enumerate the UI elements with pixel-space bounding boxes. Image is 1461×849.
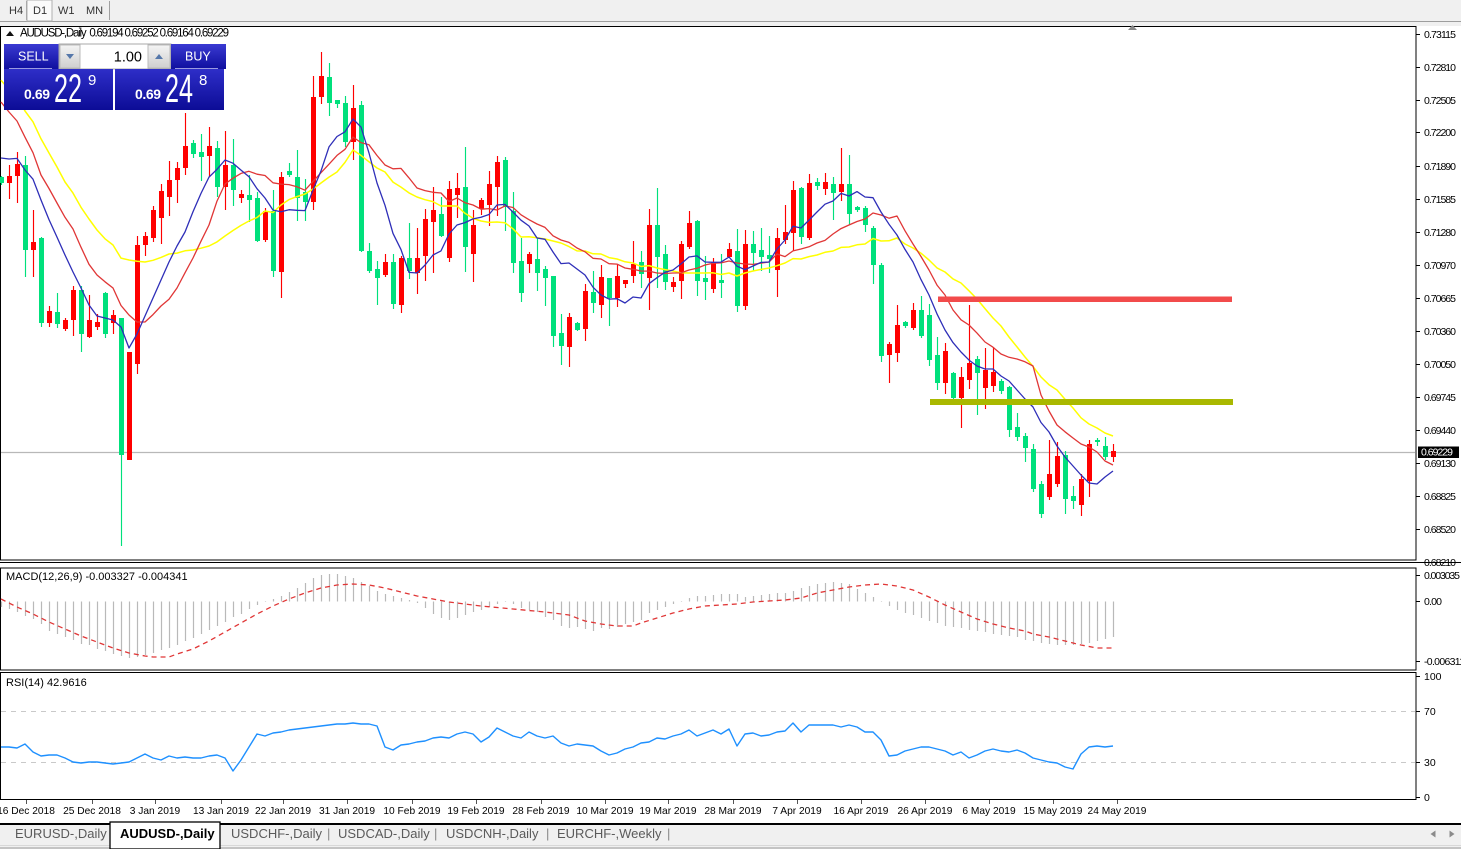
svg-text:26 Apr 2019: 26 Apr 2019 — [898, 806, 953, 817]
svg-text:SELL: SELL — [18, 50, 49, 64]
svg-text:H4: H4 — [9, 5, 23, 17]
svg-text:AUDUSD-,Daily: AUDUSD-,Daily — [120, 826, 215, 841]
svg-text:0.00: 0.00 — [1424, 596, 1442, 608]
svg-text:100: 100 — [1424, 671, 1442, 683]
svg-text:16 Apr 2019: 16 Apr 2019 — [834, 806, 889, 817]
svg-text:BUY: BUY — [185, 50, 211, 64]
svg-text:0.70360: 0.70360 — [1424, 326, 1456, 338]
svg-text:15 May 2019: 15 May 2019 — [1024, 806, 1083, 817]
svg-text:D1: D1 — [33, 5, 47, 17]
svg-text:0.70970: 0.70970 — [1424, 260, 1456, 272]
svg-text:22 Jan 2019: 22 Jan 2019 — [255, 806, 311, 817]
svg-text:24: 24 — [165, 67, 193, 111]
svg-text:22: 22 — [54, 67, 82, 111]
svg-text:0.68520: 0.68520 — [1424, 524, 1456, 536]
svg-text:70: 70 — [1424, 706, 1436, 718]
svg-text:3 Jan 2019: 3 Jan 2019 — [130, 806, 181, 817]
svg-text:0.69745: 0.69745 — [1424, 392, 1456, 404]
svg-text:USDCHF-,Daily: USDCHF-,Daily — [231, 826, 323, 841]
svg-text:-0.006311: -0.006311 — [1424, 656, 1461, 668]
svg-text:8: 8 — [199, 72, 207, 89]
svg-text:0.003035: 0.003035 — [1424, 570, 1460, 582]
svg-text:USDCAD-,Daily: USDCAD-,Daily — [338, 826, 430, 841]
svg-text:24 May 2019: 24 May 2019 — [1088, 806, 1147, 817]
svg-text:0.69: 0.69 — [24, 86, 50, 102]
svg-text:MN: MN — [86, 5, 103, 17]
svg-text:0.69440: 0.69440 — [1424, 425, 1456, 437]
svg-text:0.69: 0.69 — [135, 86, 161, 102]
svg-text:|: | — [667, 826, 670, 841]
svg-text:16 Dec 2018: 16 Dec 2018 — [0, 806, 55, 817]
svg-text:19 Feb 2019: 19 Feb 2019 — [447, 806, 505, 817]
svg-text:0.73115: 0.73115 — [1424, 29, 1456, 41]
svg-text:EURCHF-,Weekly: EURCHF-,Weekly — [557, 826, 662, 841]
svg-text:AUDUSD-,Daily 0.69194 0.69252: AUDUSD-,Daily 0.69194 0.69252 0.69164 0.… — [20, 28, 229, 40]
svg-text:0.71890: 0.71890 — [1424, 161, 1456, 173]
svg-text:31 Jan 2019: 31 Jan 2019 — [319, 806, 375, 817]
svg-text:13 Jan 2019: 13 Jan 2019 — [193, 806, 249, 817]
svg-text:RSI(14) 42.9616: RSI(14) 42.9616 — [6, 677, 87, 689]
svg-text:10 Feb 2019: 10 Feb 2019 — [383, 806, 441, 817]
svg-text:30: 30 — [1424, 757, 1436, 769]
svg-text:0.69130: 0.69130 — [1424, 458, 1456, 470]
svg-text:0: 0 — [1424, 792, 1430, 804]
svg-text:0.70050: 0.70050 — [1424, 359, 1456, 371]
svg-text:0.71280: 0.71280 — [1424, 227, 1456, 239]
svg-text:|: | — [546, 826, 549, 841]
svg-text:0.72505: 0.72505 — [1424, 95, 1456, 107]
svg-text:0.71585: 0.71585 — [1424, 194, 1456, 206]
svg-text:0.70665: 0.70665 — [1424, 293, 1456, 305]
svg-text:28 Mar 2019: 28 Mar 2019 — [704, 806, 762, 817]
svg-text:EURUSD-,Daily: EURUSD-,Daily — [15, 826, 107, 841]
svg-text:9: 9 — [88, 72, 96, 89]
svg-text:6 May 2019: 6 May 2019 — [962, 806, 1016, 817]
svg-text:0.72810: 0.72810 — [1424, 62, 1456, 74]
svg-text:0.72200: 0.72200 — [1424, 127, 1456, 139]
svg-text:USDCNH-,Daily: USDCNH-,Daily — [446, 826, 539, 841]
svg-text:10 Mar 2019: 10 Mar 2019 — [576, 806, 634, 817]
svg-text:28 Feb 2019: 28 Feb 2019 — [512, 806, 570, 817]
svg-text:7 Apr 2019: 7 Apr 2019 — [772, 806, 822, 817]
svg-text:MACD(12,26,9) -0.003327 -0.004: MACD(12,26,9) -0.003327 -0.004341 — [6, 571, 188, 583]
svg-text:1.00: 1.00 — [114, 50, 142, 66]
svg-text:0.69229: 0.69229 — [1421, 447, 1453, 459]
svg-text:W1: W1 — [58, 5, 75, 17]
svg-text:25 Dec 2018: 25 Dec 2018 — [63, 806, 121, 817]
svg-text:0.68825: 0.68825 — [1424, 491, 1456, 503]
svg-text:|: | — [327, 826, 330, 841]
svg-text:|: | — [434, 826, 437, 841]
svg-text:19 Mar 2019: 19 Mar 2019 — [639, 806, 697, 817]
